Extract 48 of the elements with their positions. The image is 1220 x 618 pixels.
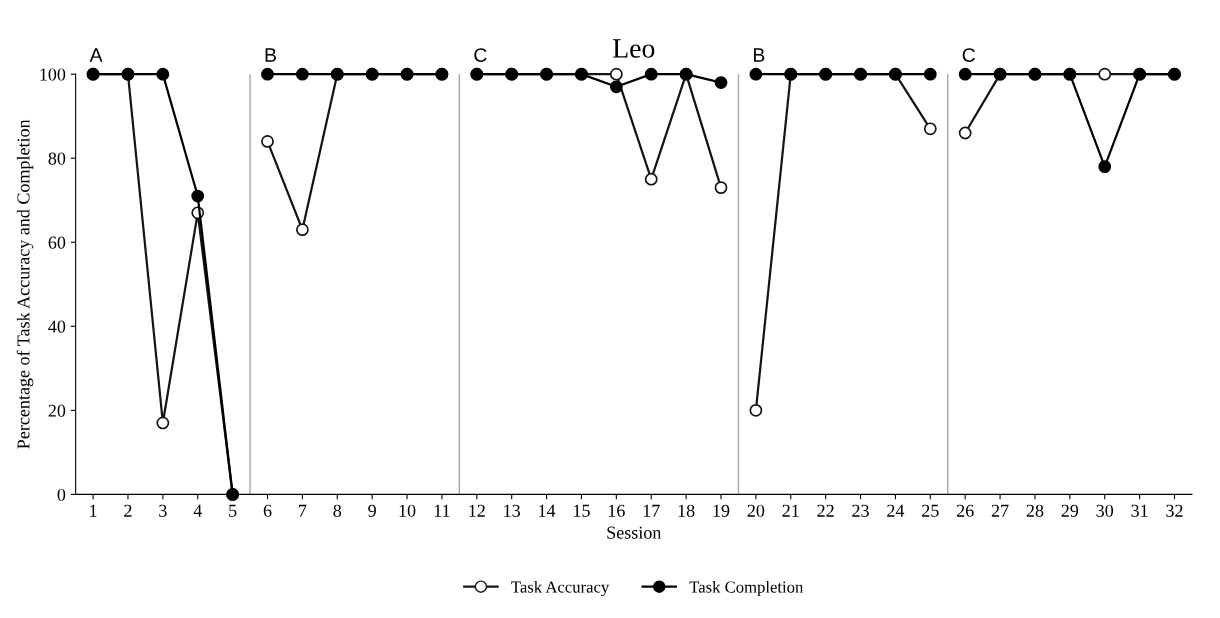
text: C [474,48,487,62]
text: B [753,48,765,62]
x-tick-label: 24 [887,504,905,517]
x-tick-label: 26 [956,504,974,517]
x-tick-label: 19 [713,504,730,517]
x-tick-label: 2 [124,504,132,517]
x-tick-label: 18 [678,504,695,517]
legend-label: Task Completion [689,580,804,597]
x-tick-label: 3 [159,504,167,517]
text: C [962,48,975,62]
text: B [265,48,276,62]
x-tick-label: 22 [817,504,834,517]
y-tick-label: 60 [48,236,66,249]
y-tick-label: 0 [57,488,66,501]
x-tick-label: 6 [263,504,272,517]
x-tick-label: 17 [643,504,660,517]
x-tick-label: 10 [399,504,416,517]
x-tick-label: 31 [1131,504,1148,517]
x-tick-label: 32 [1166,504,1183,517]
x-tick-label: 23 [852,504,869,517]
x-tick-label: 29 [1061,504,1079,517]
x-tick-label: 25 [922,504,939,517]
x-tick-label: 15 [574,504,590,517]
x-tick-label: 16 [608,504,625,517]
y-axis-title: Percentage of Task Accuracy and Completion [16,119,34,449]
x-tick-label: 28 [1026,504,1044,517]
x-tick-label: 20 [747,504,765,517]
x-tick-label: 1 [90,504,97,517]
x-tick-label: 9 [368,504,376,517]
x-axis-title: Session [607,526,662,539]
x-tick-label: 7 [299,504,307,517]
y-tick-label: 100 [40,68,66,81]
x-tick-label: 21 [782,504,799,517]
x-tick-label: 27 [991,504,1009,517]
legend-label: Task Accuracy [511,580,610,597]
chart-title: Leo [613,39,655,58]
x-tick-label: 11 [434,504,450,517]
x-tick-label: 14 [539,504,556,517]
y-tick-label: 40 [48,320,66,333]
y-tick-label: 80 [48,152,66,165]
text: A [89,48,103,62]
x-tick-label: 4 [193,504,202,517]
y-tick-label: 20 [48,404,66,417]
x-tick-label: 5 [229,504,237,517]
x-tick-label: 8 [333,504,342,517]
x-tick-label: 30 [1096,504,1114,517]
x-tick-label: 12 [469,504,485,517]
x-tick-label: 13 [504,504,521,517]
